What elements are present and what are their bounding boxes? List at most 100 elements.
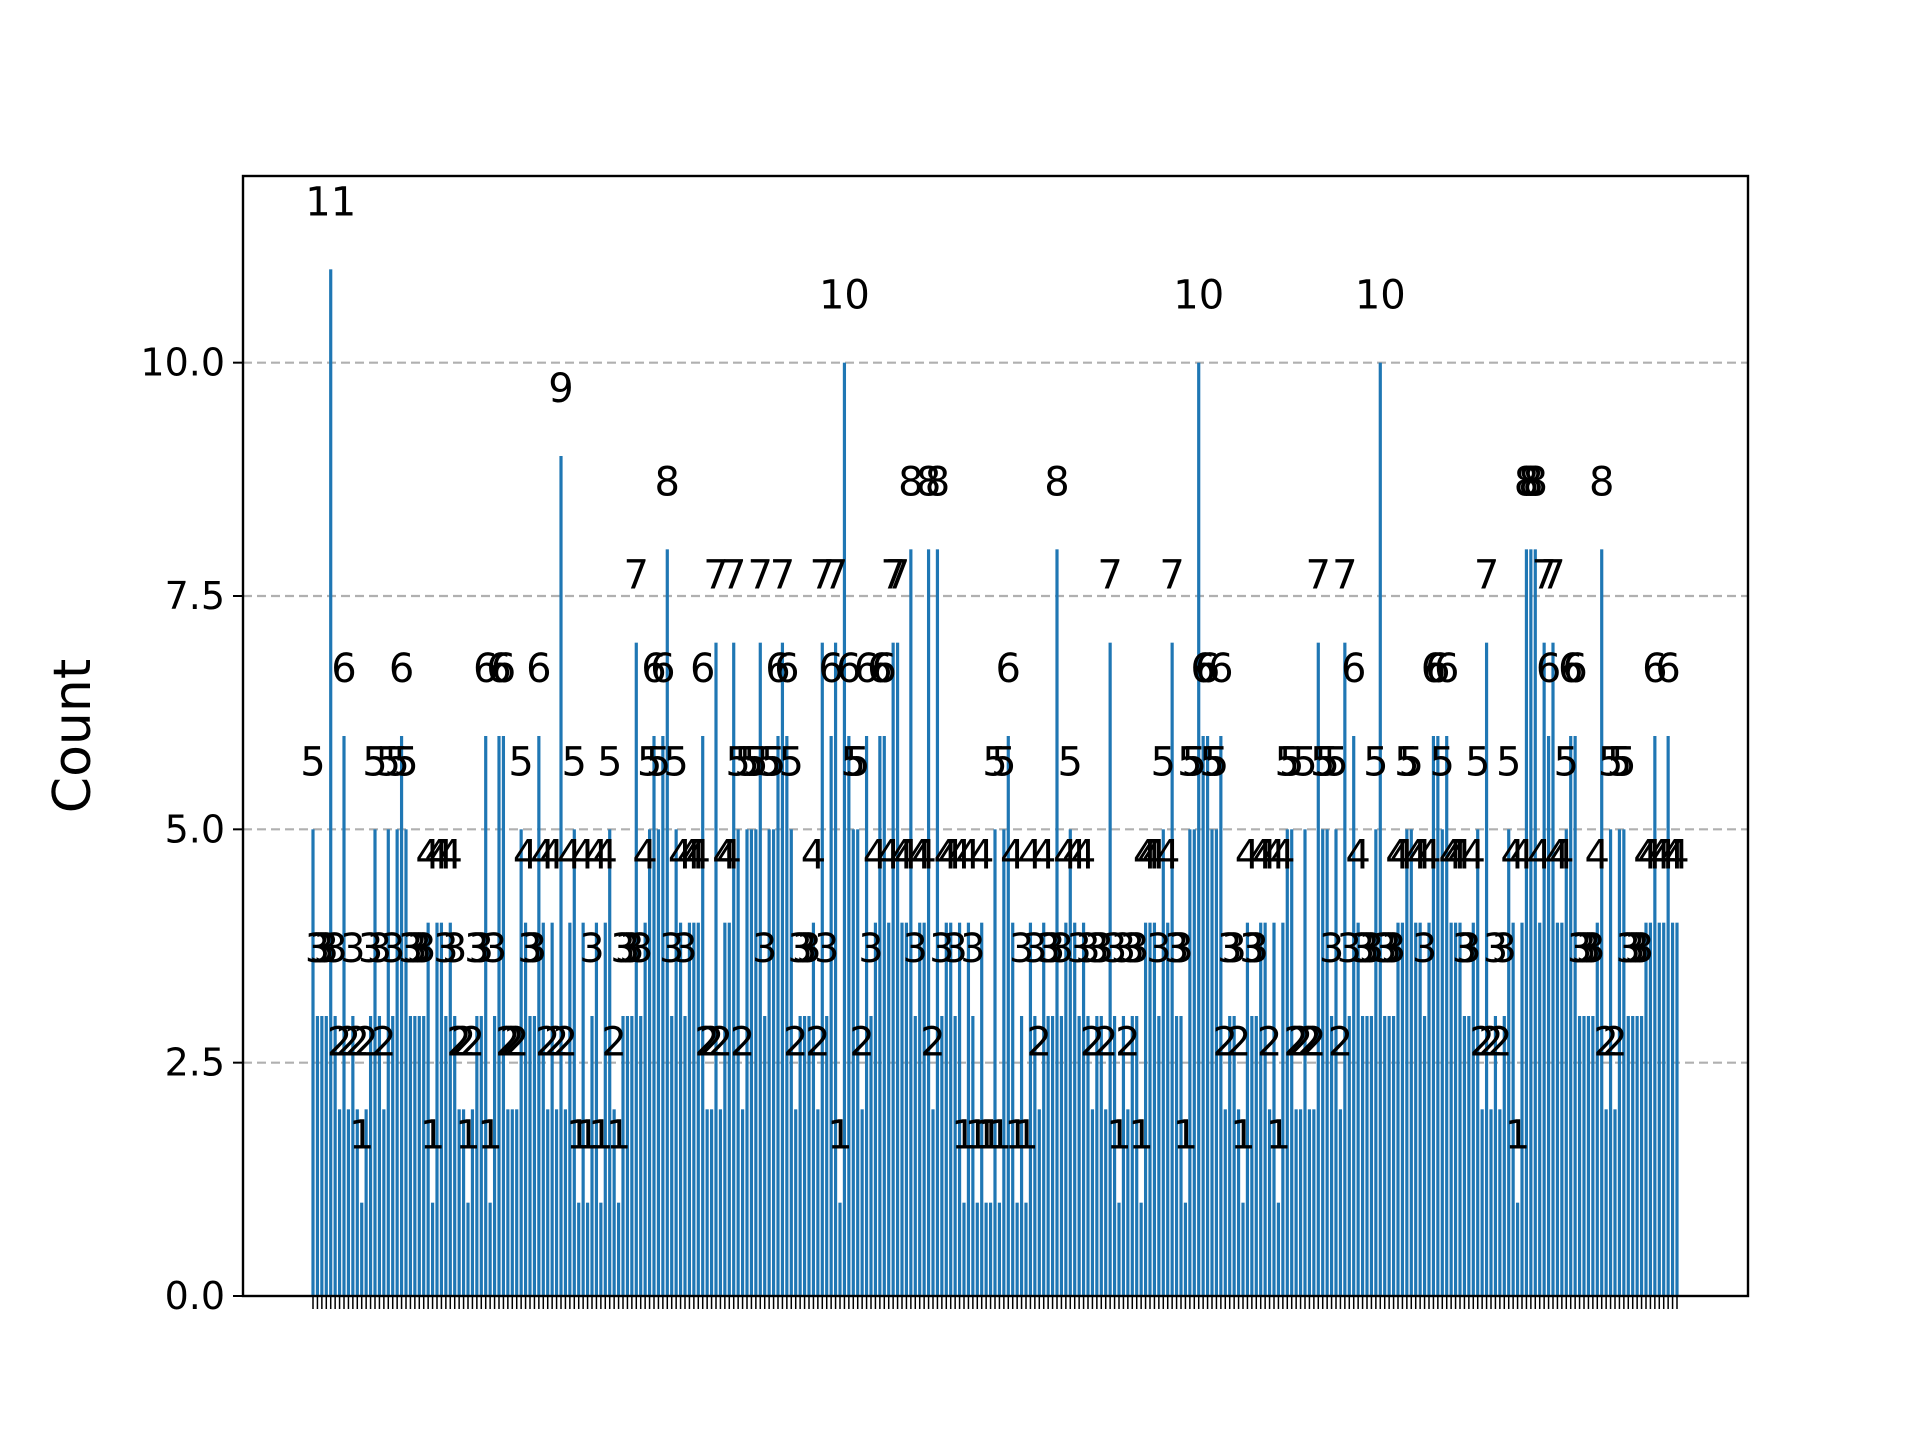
bar-value-label: 1 [973,1113,998,1159]
bar-value-label: 4 [681,833,706,879]
bar-value-label: 4 [1155,833,1180,879]
bar-value-label: 4 [894,833,919,879]
bar-value-label: 4 [1018,833,1043,879]
bar-value-label: 3 [1571,926,1596,972]
y-tick-label: 7.5 [165,574,225,618]
y-tick-label: 5.0 [165,807,225,851]
bar [940,1016,944,1296]
bar [882,736,886,1296]
bar [1657,922,1661,1296]
bar [1135,1016,1139,1296]
bar-value-label: 6 [774,646,799,692]
bar [559,456,563,1296]
bar [1307,1109,1312,1296]
bar [1396,922,1400,1296]
bar [1360,1016,1365,1296]
bar-value-label: 6 [765,646,790,692]
bar-value-label: 5 [1465,739,1490,785]
bar [608,829,612,1296]
bar-value-label: 3 [1124,926,1149,972]
bar [1391,1016,1396,1296]
bar-value-label: 2 [849,1019,874,1065]
bar [1245,922,1250,1296]
bar-value-label: 4 [1549,833,1574,879]
bar [621,1016,625,1296]
bar [1431,736,1436,1296]
bar-value-label: 3 [1456,926,1481,972]
bar-value-label: 3 [482,926,507,972]
bar-value-label: 3 [1066,926,1091,972]
bar [1467,1016,1471,1296]
bar-value-label: 5 [1399,739,1424,785]
bar [1644,922,1648,1296]
bar [1484,642,1489,1296]
bar [1542,642,1546,1296]
bar-value-label: 4 [593,833,618,879]
bar-value-label: 7 [624,553,649,599]
bar-value-label: 2 [460,1019,485,1065]
bar [1232,1016,1236,1296]
bar [1170,642,1174,1296]
bar-value-label: 5 [1182,739,1207,785]
bar [745,829,749,1296]
bar [630,1016,634,1296]
bar [528,1016,532,1296]
bar-value-label: 2 [544,1019,569,1065]
bar-value-label: 6 [1208,646,1233,692]
bar [692,922,696,1296]
bar [847,736,851,1296]
bar [1586,1016,1591,1296]
bar [1042,922,1046,1296]
bar [860,1109,864,1296]
bar [1143,922,1148,1296]
bar-value-label: 3 [1616,926,1641,972]
bar-value-label: 1 [1013,1113,1038,1159]
bar-value-label: 3 [1164,926,1189,972]
bar [1400,922,1405,1296]
bar [727,922,731,1296]
bar [758,642,762,1296]
bar [1374,829,1378,1296]
bar [1670,922,1675,1296]
bar [807,1016,811,1296]
bar-value-label: 5 [991,739,1016,785]
bar-value-label: 4 [1416,833,1441,879]
bar [386,829,390,1296]
bar-value-label: 4 [1133,833,1158,879]
bar-value-label: 5 [362,739,387,785]
y-tick-label: 0.0 [165,1274,225,1318]
bar-value-label: 1 [588,1113,613,1159]
bars [311,269,1679,1297]
bar-value-label: 4 [539,833,564,879]
bar-value-label: 4 [1660,833,1685,879]
bar [895,642,900,1296]
bar-value-label: 6 [690,646,715,692]
bar-value-label: 3 [1337,926,1362,972]
bar-value-label: 7 [810,553,835,599]
bar [1290,829,1294,1296]
bar-value-label: 3 [1580,926,1605,972]
bar [1174,1016,1179,1296]
y-axis-label: Count [43,659,103,813]
bar [422,1016,426,1296]
bar [1546,736,1551,1296]
bar [1272,922,1276,1296]
bar-value-label: 5 [1607,739,1632,785]
bar [1471,922,1475,1296]
bar-value-label: 8 [1589,459,1614,505]
bar-value-label: 7 [823,553,848,599]
bar-value-label: 1 [827,1113,852,1159]
bar-value-label: 4 [712,833,737,879]
bar [1440,829,1444,1296]
bar-value-label: 3 [1376,926,1401,972]
bar [1418,922,1422,1296]
bar [723,922,727,1296]
bar-value-label: 4 [429,833,454,879]
bar [1507,829,1511,1296]
bar-value-label: 3 [1359,926,1384,972]
bar-value-label: 6 [867,646,892,692]
bar-value-label: 5 [743,739,768,785]
bar [399,736,404,1296]
bar-value-label: 4 [934,833,959,879]
bar-value-label: 8 [925,459,950,505]
